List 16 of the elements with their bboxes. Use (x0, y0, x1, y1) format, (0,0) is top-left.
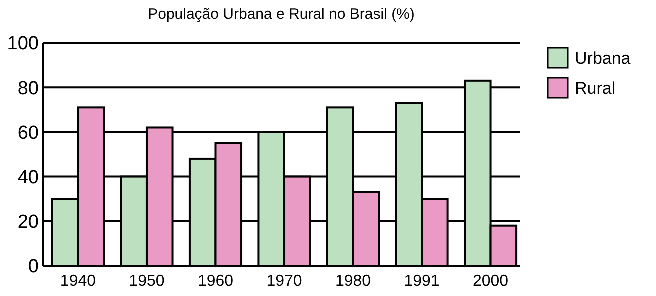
chart-title: População Urbana e Rural no Brasil (%) (148, 6, 415, 23)
x-tick-label: 1991 (404, 273, 440, 290)
x-tick-label: 1940 (60, 273, 96, 290)
y-tick-label: 40 (18, 167, 39, 188)
y-tick-label: 100 (7, 34, 39, 55)
legend-label: Rural (575, 78, 616, 98)
y-tick-label: 20 (18, 212, 39, 234)
x-tick-label: 2000 (472, 273, 509, 290)
x-tick-label: 1970 (266, 273, 302, 290)
x-tick-label: 1980 (335, 273, 372, 290)
legend-label: Urbana (575, 48, 632, 68)
y-tick-label: 80 (18, 78, 39, 100)
y-tick-label: 0 (28, 256, 39, 278)
y-tick-label: 60 (18, 122, 39, 144)
x-tick-label: 1950 (129, 273, 165, 290)
x-tick-label: 1960 (198, 273, 234, 290)
